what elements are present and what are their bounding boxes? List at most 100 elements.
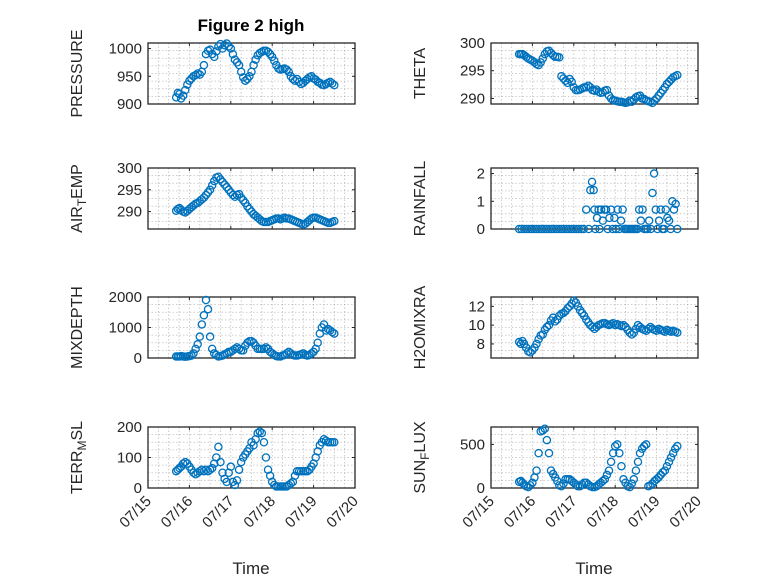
pressure-point: [315, 78, 325, 88]
x-axis-label-left: Time: [232, 559, 269, 578]
pressure-ylabel: PRESSURE: [69, 29, 86, 117]
sun_flux-point: [654, 473, 663, 482]
figure-title: Figure 2 high: [198, 16, 305, 35]
sun_flux-point: [639, 441, 649, 451]
air_temp-point: [176, 205, 186, 215]
sun_flux-point: [604, 466, 614, 475]
sun_flux-point: [606, 457, 616, 467]
sun_flux-point: [528, 478, 537, 488]
rainfall-point: [651, 205, 661, 214]
air_temp-point: [199, 193, 209, 202]
h2omixra-point: [660, 327, 670, 336]
mixdepth-point: [230, 344, 240, 354]
theta-ytick-label: 295: [460, 63, 485, 80]
mixdepth-ytick-label: 0: [134, 350, 142, 367]
mixdepth-point: [261, 343, 271, 352]
sun_flux-point: [598, 476, 608, 486]
pressure-frame: [147, 42, 356, 105]
theta-ytick-label: 290: [460, 90, 485, 107]
mixdepth-ytick-label: 2000: [109, 289, 142, 306]
pressure-point: [178, 91, 188, 100]
pressure-point: [228, 49, 238, 59]
x-axis-label-right: Time: [575, 559, 612, 578]
rainfall-point: [656, 205, 665, 214]
theta-point: [673, 70, 682, 80]
sun_flux-point: [666, 453, 676, 462]
theta-point: [602, 85, 612, 95]
theta-axes: 290 295 300 THETA: [412, 35, 699, 107]
terr_msl-point: [205, 465, 215, 474]
terr_msl-point: [201, 465, 211, 474]
mixdepth-point: [327, 327, 337, 337]
rainfall-point: [644, 216, 654, 225]
terr_msl-point: [321, 436, 331, 445]
terr_msl-ytick-label: 100: [117, 450, 142, 467]
terr_msl-point: [216, 457, 225, 467]
terr_msl-ylabel: TERRMSL: [69, 421, 89, 494]
pressure-point: [282, 65, 291, 74]
sun_flux-point: [600, 475, 610, 484]
terr_msl-point: [207, 463, 217, 473]
terr_msl-point: [195, 466, 204, 476]
mixdepth-point: [247, 336, 256, 346]
rainfall-point: [616, 216, 626, 225]
pressure-ytick-label: 950: [117, 68, 142, 85]
h2omixra-frame: [490, 296, 699, 359]
h2omixra-point: [569, 296, 579, 306]
air_temp-point: [218, 177, 227, 187]
sun_flux-point: [664, 457, 674, 467]
air_temp-point: [230, 192, 240, 202]
rainfall-ytick-label: 2: [477, 166, 485, 183]
air_temp-point: [330, 216, 339, 226]
terr_msl-point: [214, 442, 223, 452]
rainfall-point: [649, 169, 659, 178]
pressure-point: [236, 67, 246, 77]
mixdepth-ytick-label: 1000: [109, 320, 142, 337]
sun_flux-point: [571, 480, 581, 489]
sun_flux-point: [519, 480, 529, 489]
air_temp-point: [203, 188, 213, 197]
theta-point: [555, 53, 564, 62]
air_temp-point: [236, 193, 246, 202]
rainfall-frame: [490, 167, 699, 230]
pressure-point: [251, 55, 260, 64]
sun_flux-ytick-label: 500: [460, 436, 485, 453]
pressure-ytick-label: 900: [117, 96, 142, 113]
h2omixra-ytick-label: 12: [468, 298, 485, 315]
sun_flux-point: [642, 440, 651, 449]
terr_msl-ytick-label: 0: [134, 480, 142, 497]
h2omixra-ylabel: H2OMIXRA: [412, 285, 429, 369]
air_temp-point: [245, 204, 254, 214]
sun_flux-point: [532, 466, 541, 475]
mixdepth-point: [197, 320, 207, 329]
sun_flux-point: [673, 441, 682, 451]
rainfall-point: [574, 224, 584, 234]
h2omixra-point: [625, 328, 634, 337]
sun_flux-point: [526, 481, 535, 490]
air_temp-point: [205, 185, 215, 195]
h2omixra-point: [673, 328, 682, 337]
sun_flux-point: [602, 470, 612, 480]
theta-point: [538, 54, 548, 63]
terr_msl-point: [181, 457, 190, 467]
air_temp-point: [222, 182, 231, 192]
rainfall-point: [589, 185, 598, 195]
sun_flux-ytick-label: 0: [477, 480, 485, 497]
pressure-point: [263, 47, 273, 57]
mixdepth-point: [243, 338, 252, 347]
sun_flux-point: [540, 424, 550, 433]
pressure-point: [245, 72, 254, 81]
pressure-point: [330, 80, 339, 90]
rainfall-point: [654, 216, 664, 225]
pressure-point: [226, 44, 236, 53]
air_temp-point: [201, 190, 211, 200]
rainfall-point: [643, 224, 652, 234]
terr_msl-point: [330, 437, 339, 447]
rainfall-point: [579, 224, 588, 234]
h2omixra-point: [559, 308, 568, 318]
pressure-point: [214, 42, 223, 51]
mixdepth-point: [321, 326, 331, 335]
rainfall-point: [591, 224, 600, 234]
terr_msl-point: [257, 428, 267, 438]
